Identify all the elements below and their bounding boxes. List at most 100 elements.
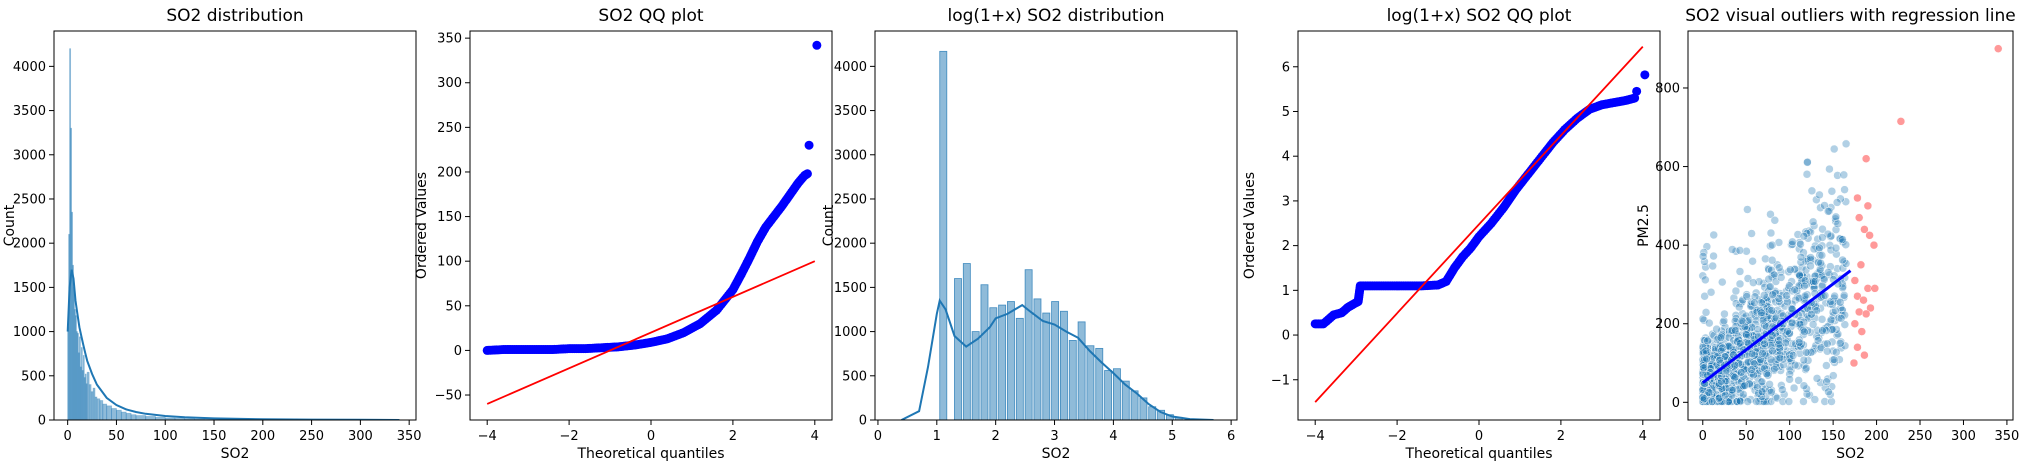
- inlier-point: [1779, 390, 1789, 399]
- outlier-point: [1866, 303, 1875, 313]
- histogram-bar: [954, 278, 962, 420]
- inlier-point: [1745, 379, 1754, 388]
- inlier-point: [1811, 341, 1821, 350]
- inlier-point: [1839, 170, 1849, 180]
- outlier-point: [1856, 260, 1866, 270]
- inlier-point: [1810, 271, 1820, 281]
- kde-line: [66, 269, 400, 420]
- histogram-bar: [111, 408, 117, 420]
- x-tick-label: −2: [1388, 429, 1407, 444]
- x-tick-label: 2: [1557, 429, 1565, 444]
- x-tick-label: 100: [1777, 429, 1802, 444]
- inlier-point: [1717, 326, 1726, 336]
- qq-point: [804, 140, 814, 150]
- inlier-point: [1802, 170, 1812, 179]
- y-tick-label: 3500: [834, 104, 867, 119]
- inlier-point: [1841, 139, 1851, 149]
- inlier-point: [1757, 298, 1766, 307]
- outlier-point: [1859, 295, 1868, 305]
- y-tick-label: 800: [1655, 81, 1680, 96]
- outlier-point: [1869, 240, 1879, 250]
- inlier-point: [1806, 348, 1816, 357]
- inlier-point: [1768, 290, 1778, 299]
- inlier-point: [1758, 355, 1768, 364]
- inlier-point: [1729, 293, 1739, 303]
- inlier-point: [1767, 240, 1777, 250]
- y-tick-label: 200: [1655, 317, 1680, 332]
- inlier-point: [1742, 330, 1751, 339]
- panel-5: 0 50 100 150 200 250 300 350 0 200 400 600 800 SO2 vi…: [1636, 6, 2019, 462]
- inlier-point: [1775, 353, 1785, 363]
- inlier-point: [1817, 281, 1827, 291]
- inlier-point: [1818, 224, 1827, 234]
- outlier-point: [1850, 276, 1860, 285]
- histogram-bar: [989, 307, 998, 420]
- inlier-point: [1799, 355, 1809, 365]
- inlier-point: [1698, 393, 1708, 402]
- inlier-point: [1766, 210, 1775, 219]
- x-axis-label: Theoretical quantiles: [576, 446, 724, 462]
- chart-title: SO2 distribution: [166, 6, 303, 26]
- y-tick-label: 200: [437, 165, 462, 180]
- x-tick-label: −4: [1306, 429, 1325, 444]
- inlier-point: [1836, 298, 1845, 307]
- x-tick-label: 0: [1699, 429, 1707, 444]
- qq-point: [812, 40, 822, 50]
- inlier-point: [1742, 246, 1751, 256]
- inlier-point: [1799, 381, 1809, 390]
- inlier-point: [1698, 395, 1708, 405]
- y-tick-label: 600: [1655, 160, 1680, 175]
- qq-point: [1640, 70, 1650, 80]
- inlier-point: [1734, 302, 1744, 312]
- histogram-bar: [99, 400, 104, 420]
- inlier-point: [1774, 339, 1784, 349]
- histogram-bar: [980, 284, 989, 420]
- inlier-point: [1787, 286, 1797, 296]
- y-tick-label: 400: [1655, 239, 1680, 254]
- inlier-point: [1717, 377, 1726, 386]
- histogram-bar: [1095, 347, 1104, 420]
- inlier-point: [1754, 295, 1764, 304]
- inlier-point: [1747, 349, 1757, 359]
- inlier-point: [1833, 329, 1843, 339]
- inlier-point: [1795, 270, 1804, 280]
- y-tick-label: 0: [454, 344, 462, 359]
- inlier-point: [1829, 311, 1838, 320]
- x-tick-label: 2: [729, 429, 737, 444]
- inlier-point: [1728, 245, 1737, 254]
- inlier-point: [1797, 339, 1807, 349]
- inlier-point: [1731, 286, 1741, 296]
- inlier-point: [1823, 347, 1832, 356]
- inlier-point: [1830, 358, 1839, 367]
- inlier-point: [1820, 397, 1829, 406]
- inlier-point: [1788, 351, 1798, 360]
- inlier-point: [1801, 348, 1811, 357]
- outlier-point: [1860, 225, 1869, 234]
- inlier-point: [1755, 358, 1765, 367]
- histogram-bar: [145, 416, 156, 420]
- inlier-point: [1799, 231, 1809, 241]
- inlier-point: [1720, 309, 1729, 319]
- inlier-point: [1727, 326, 1737, 335]
- inlier-point: [1757, 308, 1766, 318]
- inlier-point: [1775, 341, 1785, 350]
- inlier-point: [1808, 320, 1818, 329]
- x-tick-label: 50: [108, 429, 125, 444]
- inlier-point: [1750, 298, 1759, 308]
- inlier-point: [1785, 354, 1795, 363]
- inlier-point: [1804, 226, 1814, 236]
- inlier-point: [1701, 308, 1711, 317]
- inlier-point: [1734, 359, 1743, 368]
- inlier-point: [1700, 257, 1709, 266]
- inlier-point: [1731, 326, 1740, 335]
- inlier-point: [1774, 238, 1784, 247]
- inlier-point: [1799, 397, 1808, 406]
- x-tick-label: 200: [1864, 429, 1889, 444]
- inlier-point: [1757, 392, 1767, 401]
- histogram-bar: [135, 415, 147, 420]
- inlier-point: [1795, 335, 1804, 344]
- outlier-point: [1860, 350, 1869, 360]
- x-tick-label: 150: [1821, 429, 1846, 444]
- inlier-point: [1785, 375, 1794, 384]
- inlier-point: [1752, 397, 1761, 406]
